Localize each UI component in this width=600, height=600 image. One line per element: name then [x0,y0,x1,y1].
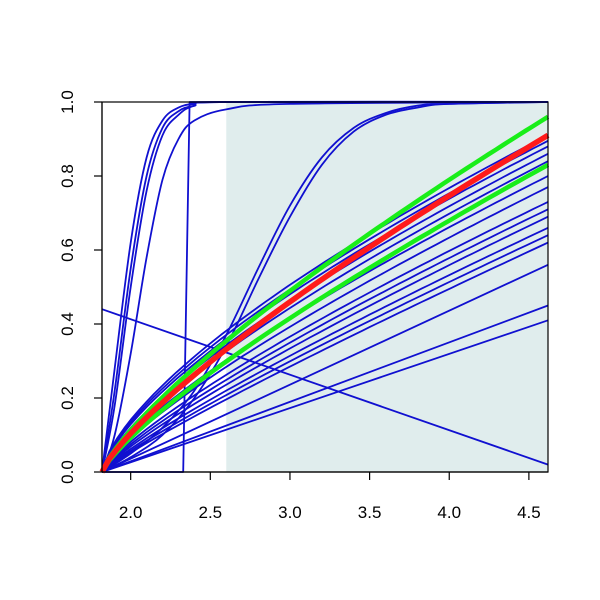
y-tick: 0.8 [58,164,102,188]
x-tick: 2.0 [119,472,143,522]
series-line-power [101,208,549,473]
series-line-bound [100,162,550,474]
y-tick: 0.0 [58,460,102,484]
y-tick-label: 1.0 [58,90,77,114]
x-tick-label: 2.5 [198,503,222,522]
axes-layer [101,101,549,473]
y-tick: 0.2 [58,386,102,410]
series-line-line [101,304,549,473]
series-line-power [101,134,549,473]
x-ticks: 2.0 2.5 3.0 3.5 4.0 4.5 [119,472,541,522]
series-line-power [101,241,549,473]
x-tick: 4.5 [517,472,541,522]
x-tick: 3.0 [278,472,302,522]
series-line-power [101,226,549,473]
y-tick-label: 0.2 [58,386,77,410]
x-tick-label: 2.0 [119,503,143,522]
x-tick: 2.5 [198,472,222,522]
y-ticks: 0.0 0.2 0.4 0.6 0.8 1.0 [58,90,102,484]
series-line-line [101,308,549,466]
series-line-bound [99,114,550,474]
y-tick-label: 0.0 [58,460,77,484]
series-line-power [101,234,549,473]
series-line-line [101,319,549,473]
y-tick: 1.0 [58,90,102,114]
series-line-power [101,145,549,473]
x-tick: 3.5 [358,472,382,522]
y-tick-label: 0.8 [58,164,77,188]
series-layer [99,100,550,474]
x-tick-label: 4.5 [517,503,541,522]
x-tick-label: 3.5 [358,503,382,522]
x-tick-label: 3.0 [278,503,302,522]
series-line-line [101,263,549,473]
series-line-steep [101,101,549,473]
y-tick: 0.4 [58,312,102,336]
y-tick-label: 0.4 [58,312,77,336]
y-tick: 0.6 [58,238,102,262]
y-tick-label: 0.6 [58,238,77,262]
x-tick-label: 4.0 [437,503,461,522]
x-tick: 4.0 [437,472,461,522]
series-line-highlight [99,132,550,474]
series-line-power [101,215,549,473]
series-line-power [101,201,549,473]
